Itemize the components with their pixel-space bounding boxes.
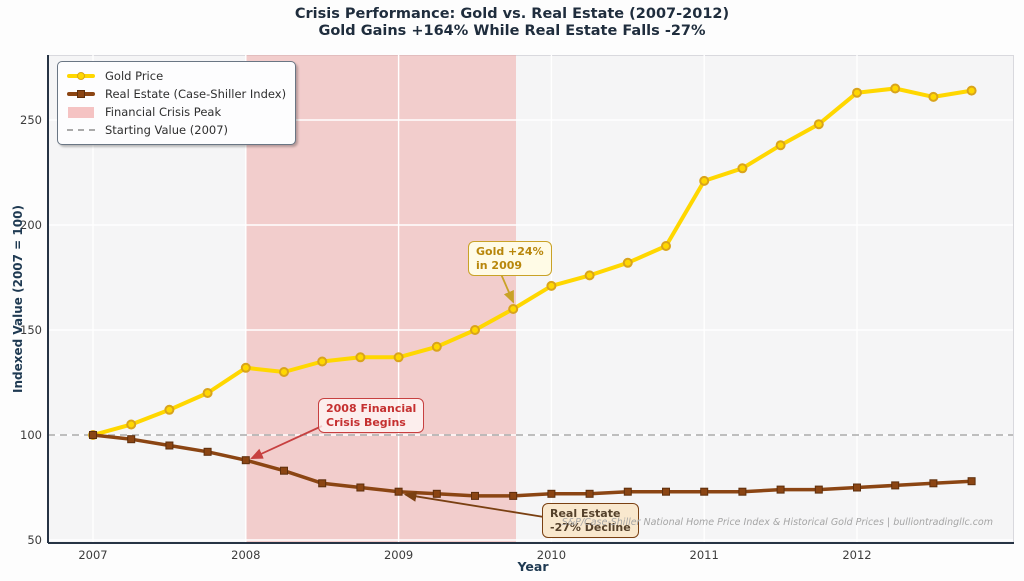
real-estate-marker (509, 491, 518, 500)
y-tick-label: 50 (27, 533, 42, 547)
legend-item: Starting Value (2007) (66, 121, 287, 139)
gold-marker (317, 356, 328, 367)
annotation-arrow (403, 491, 545, 518)
real-estate-marker (700, 487, 709, 496)
gold-marker (928, 91, 939, 102)
y-tick-label: 150 (20, 323, 42, 337)
real-estate-marker (356, 483, 365, 492)
annotation-re-decline: Real Estate -27% Decline (542, 503, 639, 538)
gold-marker (126, 419, 137, 430)
real-estate-marker (89, 431, 97, 439)
crisis-patch-sample-icon (66, 106, 96, 118)
gold-marker (470, 325, 480, 335)
annotation-crisis-begins-line2: Crisis Begins (326, 415, 406, 429)
gold-marker (508, 304, 519, 314)
x-tick-label: 2010 (536, 548, 567, 562)
x-tick-label: 2012 (842, 548, 872, 562)
gold-marker (202, 388, 213, 398)
gold-line-sample-icon (66, 72, 96, 80)
real-estate-marker (318, 479, 327, 488)
real-estate-marker (241, 456, 250, 465)
real-estate-marker (394, 487, 403, 496)
real-estate-marker (623, 487, 632, 496)
real-estate-marker (280, 466, 288, 475)
annotation-gold-gain-line1: Gold +24% (476, 245, 544, 258)
real-estate-line (91, 433, 974, 498)
real-estate-marker (127, 435, 136, 444)
real-estate-marker (738, 487, 747, 496)
y-tick-label: 100 (20, 428, 42, 442)
gold-marker (431, 341, 442, 352)
x-tick-label: 2008 (231, 548, 261, 562)
legend-item-label: Financial Crisis Peak (105, 105, 222, 119)
real-estate-marker (585, 489, 594, 498)
gold-marker (393, 352, 404, 363)
real-estate-marker (891, 481, 900, 490)
legend-item: Real Estate (Case-Shiller Index) (66, 85, 287, 103)
annotation-re-decline-line2: -27% Decline (550, 520, 631, 534)
legend-item: Financial Crisis Peak (66, 103, 287, 121)
gold-marker (661, 241, 671, 251)
gold-marker (240, 362, 251, 373)
real-estate-marker (203, 447, 212, 456)
real-estate-marker (471, 491, 479, 500)
x-tick-label: 2007 (78, 548, 108, 562)
y-axis-spine (47, 55, 49, 543)
annotation-arrow (250, 425, 323, 460)
chart-title-line1: Crisis Performance: Gold vs. Real Estate… (294, 6, 730, 22)
gold-marker (699, 175, 710, 186)
y-axis-label: Indexed Value (2007 = 100) (11, 205, 25, 393)
annotation-crisis-begins: 2008 Financial Crisis Begins (318, 398, 425, 433)
gold-marker (966, 85, 977, 96)
gold-marker (355, 352, 366, 363)
real-estate-marker (853, 483, 861, 492)
x-axis-spine (48, 542, 1014, 544)
y-tick-label: 250 (20, 113, 42, 127)
legend-item-label: Starting Value (2007) (105, 123, 229, 137)
legend-item: Gold Price (66, 67, 287, 85)
chart-title: Crisis Performance: Gold vs. Real Estate… (0, 6, 1024, 40)
annotation-arrow (500, 273, 515, 304)
gold-line (91, 86, 974, 437)
real-estate-marker (967, 477, 976, 486)
gold-marker (775, 140, 786, 151)
legend-item-label: Gold Price (105, 69, 164, 83)
x-axis-label: Year (517, 559, 549, 574)
real-estate-marker (929, 479, 938, 488)
annotation-gold-gain-line2: in 2009 (476, 258, 523, 272)
gold-marker (546, 280, 557, 291)
chart-title-line2: Gold Gains +164% While Real Estate Falls… (318, 23, 706, 39)
gold-marker (737, 163, 748, 174)
gold-marker (890, 83, 901, 94)
real-estate-marker (776, 485, 785, 494)
legend: Gold Price Real Estate (Case-Shiller Inde… (57, 61, 296, 145)
real-estate-marker (432, 489, 441, 498)
gold-marker (279, 367, 289, 377)
real-estate-marker (547, 489, 556, 498)
gold-marker (813, 119, 824, 130)
annotation-crisis-begins-line1: 2008 Financial (326, 402, 417, 415)
dashed-line-sample-icon (66, 129, 96, 131)
annotation-re-decline-line1: Real Estate (550, 507, 621, 520)
gold-marker (164, 404, 175, 415)
gold-marker (584, 270, 595, 281)
legend-items: Gold Price Real Estate (Case-Shiller Inde… (66, 67, 287, 139)
x-tick-label: 2009 (383, 548, 414, 562)
real-estate-marker (814, 485, 823, 494)
real-estate-line-sample-icon (66, 90, 96, 98)
gold-marker (622, 257, 633, 268)
x-tick-label: 2011 (689, 548, 719, 562)
gold-marker (852, 87, 862, 98)
real-estate-marker (662, 487, 670, 496)
legend-item-label: Real Estate (Case-Shiller Index) (105, 87, 287, 101)
annotation-gold-gain: Gold +24% in 2009 (468, 241, 552, 276)
source-watermark: S&P/Case-Shiller National Home Price Ind… (561, 517, 993, 528)
real-estate-marker (165, 441, 174, 450)
y-tick-label: 200 (20, 218, 42, 232)
